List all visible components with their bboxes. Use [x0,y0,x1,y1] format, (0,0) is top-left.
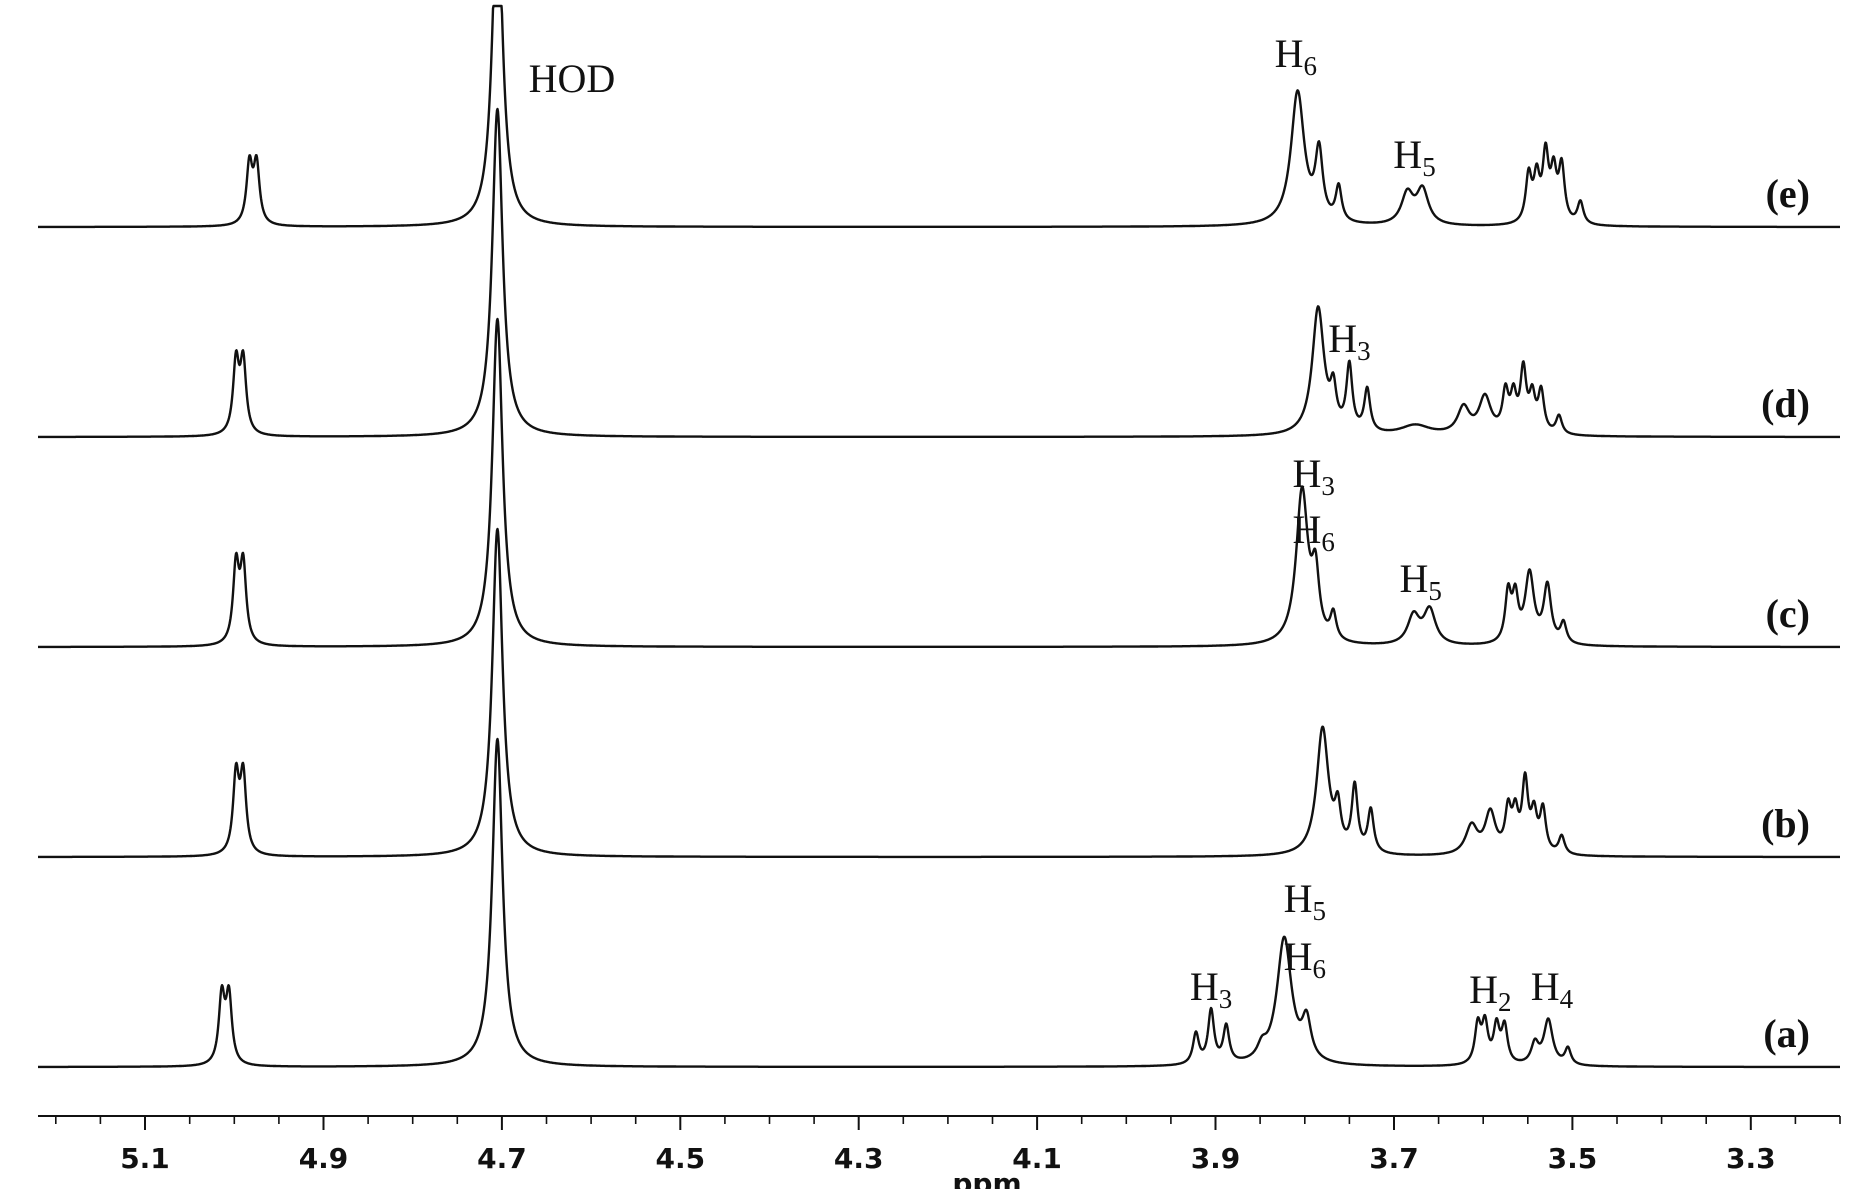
spectrum-label-b: (b) [1761,801,1810,846]
x-axis-ticks: 5.1 4.9 4.7 4.5 4.3 4.1 3.9 3.7 3.5 3.3 [54,1116,1841,1175]
spectrum-trace-d [37,107,1841,439]
annotation-h5-c: H5 [1400,556,1442,606]
ppm-axis: 5.1 4.9 4.7 4.5 4.3 4.1 3.9 3.7 3.5 3.3 ppm [38,1115,1841,1189]
spectra-traces [37,4,1841,1069]
annotation-h3-d: H3 [1328,316,1370,366]
annotation-h4-a: H4 [1531,964,1574,1014]
x-tick-label-4.5: 4.5 [655,1142,705,1175]
annotation-h2-a: H2 [1469,967,1511,1017]
spectrum-label-c: (c) [1766,591,1810,636]
spectrum-trace-b [37,527,1841,859]
annotation-h5-a: H5 [1284,876,1326,926]
x-tick-label-4.9: 4.9 [299,1142,349,1175]
spectrum-trace-a [37,737,1841,1069]
spectrum-trace-e [37,4,1841,229]
x-tick-label-4.3: 4.3 [834,1142,884,1175]
annotation-h3-c: H3 [1293,451,1335,501]
spectrum-labels: (e) (d) (c) (b) (a) [1761,171,1810,1056]
x-tick-label-3.3: 3.3 [1726,1142,1776,1175]
annotation-h6-a: H6 [1284,934,1326,984]
spectrum-label-e: (e) [1766,171,1810,216]
spectrum-label-a: (a) [1763,1011,1810,1056]
x-tick-label-3.7: 3.7 [1369,1142,1419,1175]
x-tick-label-4.7: 4.7 [477,1142,527,1175]
x-tick-label-5.1: 5.1 [120,1142,170,1175]
x-tick-label-4.1: 4.1 [1012,1142,1062,1175]
annotation-h6-e: H6 [1275,31,1317,81]
annotation-h6-c: H6 [1293,507,1335,557]
peak-annotations: HOD H6 H5 H3 H3 H6 H5 H5 H6 H3 H2 H4 [529,31,1574,1017]
spectrum-trace-c [37,317,1841,649]
spectrum-label-d: (d) [1761,381,1810,426]
x-tick-label-3.5: 3.5 [1548,1142,1598,1175]
annotation-hod-e: HOD [529,56,616,101]
x-axis-title: ppm [952,1167,1021,1189]
x-tick-label-3.9: 3.9 [1191,1142,1241,1175]
annotation-h3-a: H3 [1190,964,1232,1014]
annotation-h5-e: H5 [1393,132,1435,182]
